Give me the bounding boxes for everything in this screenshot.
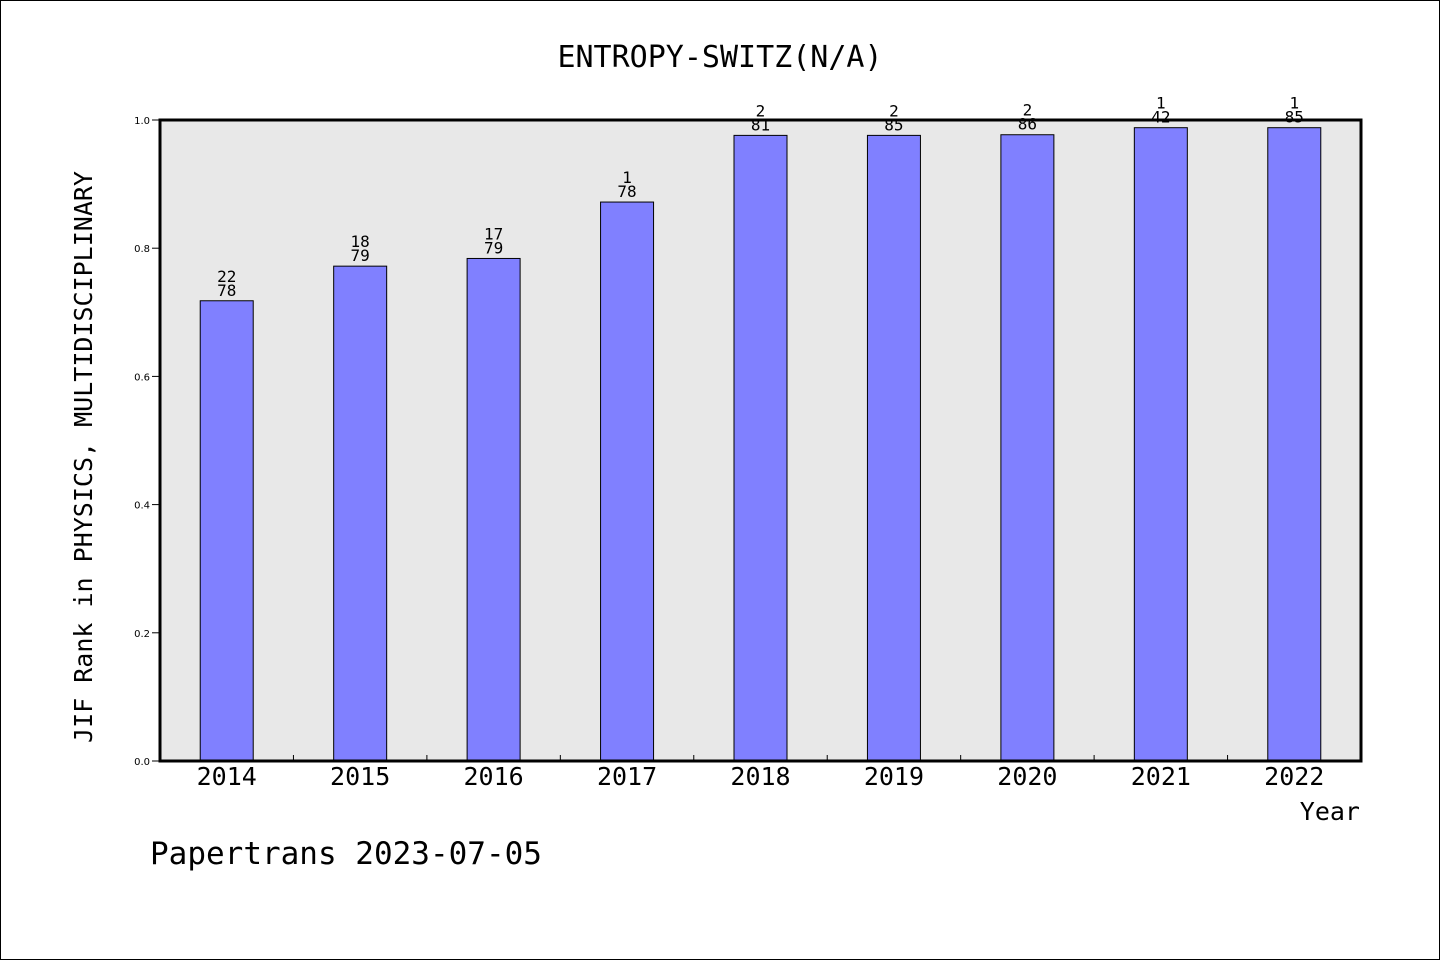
x-tick-label-2019: 2019 (864, 762, 924, 791)
x-tick-label-2020: 2020 (997, 762, 1057, 791)
bar-2014 (199, 300, 254, 762)
bar-2016 (466, 257, 521, 762)
bar-label-total-2021: 42 (1151, 108, 1170, 127)
bar-label-total-2019: 85 (884, 115, 903, 134)
chart-title: ENTROPY-SWITZ(N/A) (557, 40, 882, 75)
bar-label-rank-2018: 2 (756, 101, 766, 120)
bar-label-total-2015: 79 (351, 246, 370, 265)
y-tick-label: 0.8 (134, 244, 150, 255)
bar-label-rank-2021: 1 (1156, 94, 1166, 113)
y-tick-label: 0.2 (134, 629, 150, 640)
bar-label-total-2016: 79 (484, 238, 503, 257)
x-axis-label: Year (1300, 797, 1360, 826)
bar-label-rank-2022: 1 (1289, 94, 1299, 113)
bar-2015 (333, 265, 388, 762)
bar-label-rank-2016: 17 (484, 224, 503, 243)
x-tick-label-2021: 2021 (1131, 762, 1191, 791)
bar-label-total-2020: 86 (1018, 115, 1037, 134)
bar-label-rank-2019: 2 (889, 101, 899, 120)
bar-2017 (600, 201, 655, 762)
bar-2021 (1133, 127, 1188, 762)
bar-label-rank-2014: 22 (217, 267, 236, 286)
y-tick-label: 0.6 (134, 372, 150, 383)
bar-label-rank-2017: 1 (622, 168, 632, 187)
bar-label-total-2018: 81 (751, 115, 770, 134)
plot-border (158, 118, 1363, 763)
footer-text: Papertrans 2023-07-05 (150, 836, 542, 872)
x-tick-label-2018: 2018 (730, 762, 790, 791)
bar-2020 (1000, 134, 1055, 762)
x-tick-label-2015: 2015 (330, 762, 390, 791)
bar-2019 (866, 134, 921, 762)
x-tick-label-2017: 2017 (597, 762, 657, 791)
bar-label-total-2022: 85 (1285, 108, 1304, 127)
y-axis-label: JIF Rank in PHYSICS, MULTIDISCIPLINARY (69, 171, 98, 743)
y-tick-label: 0.0 (134, 757, 150, 768)
x-tick-label-2022: 2022 (1264, 762, 1324, 791)
bar-2018 (733, 134, 788, 762)
x-tick-label-2016: 2016 (464, 762, 524, 791)
bar-label-rank-2020: 2 (1023, 101, 1033, 120)
y-tick-label: 1.0 (134, 116, 150, 127)
bar-2022 (1267, 127, 1322, 762)
y-tick-label: 0.4 (134, 501, 150, 512)
bar-label-total-2014: 78 (217, 281, 236, 300)
x-tick-label-2014: 2014 (197, 762, 257, 791)
bar-label-rank-2015: 18 (351, 232, 370, 251)
ticks-group: 2014 2015 2016 2017 2018 2019 2020 2021 2022 0.0 0… (134, 116, 1324, 791)
bar-label-total-2017: 78 (617, 182, 636, 201)
